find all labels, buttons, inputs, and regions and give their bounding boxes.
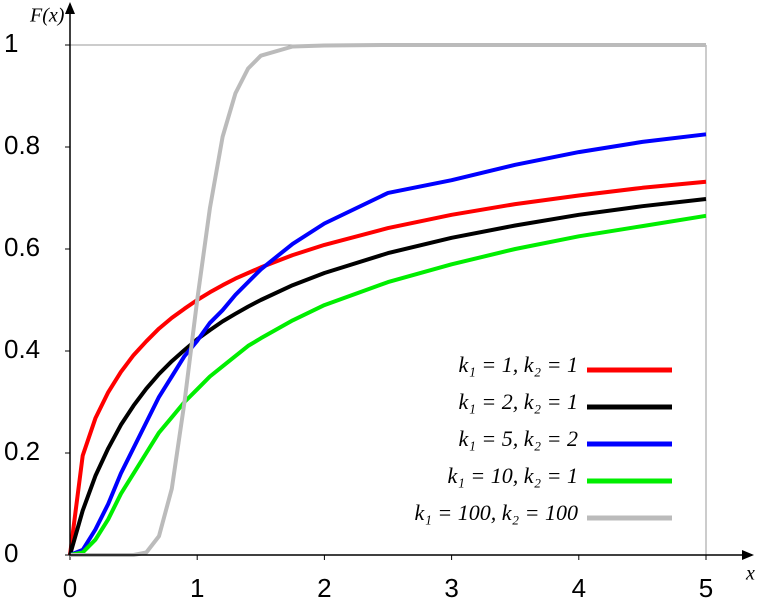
y-tick-label: 1 bbox=[4, 28, 18, 58]
series-line bbox=[69, 213, 707, 557]
legend-label: k₁ = 10, k₂ = 1 bbox=[447, 463, 578, 488]
y-tick-label: 0.8 bbox=[4, 130, 40, 160]
x-axis-label: x bbox=[745, 563, 755, 585]
y-tick-label: 0.2 bbox=[4, 436, 40, 466]
legend-label: k₁ = 100, k₂ = 100 bbox=[414, 500, 578, 525]
y-tick-label: 0.4 bbox=[4, 334, 40, 364]
series-line bbox=[68, 197, 707, 556]
legend-label: k₁ = 5, k₂ = 2 bbox=[458, 426, 578, 451]
x-tick-label: 4 bbox=[572, 573, 586, 603]
y-tick-label: 0.6 bbox=[4, 232, 40, 262]
x-tick-label: 5 bbox=[699, 573, 713, 603]
x-tick-label: 3 bbox=[444, 573, 458, 603]
legend-label: k₁ = 2, k₂ = 1 bbox=[458, 389, 578, 414]
y-tick-label: 0 bbox=[4, 538, 18, 568]
x-tick-label: 1 bbox=[190, 573, 204, 603]
legend-label: k₁ = 1, k₂ = 1 bbox=[458, 352, 578, 377]
y-axis-label: F(x) bbox=[29, 5, 65, 27]
x-tick-label: 2 bbox=[317, 573, 331, 603]
series-line bbox=[68, 179, 707, 556]
series-line bbox=[69, 132, 707, 557]
x-tick-label: 0 bbox=[63, 573, 77, 603]
